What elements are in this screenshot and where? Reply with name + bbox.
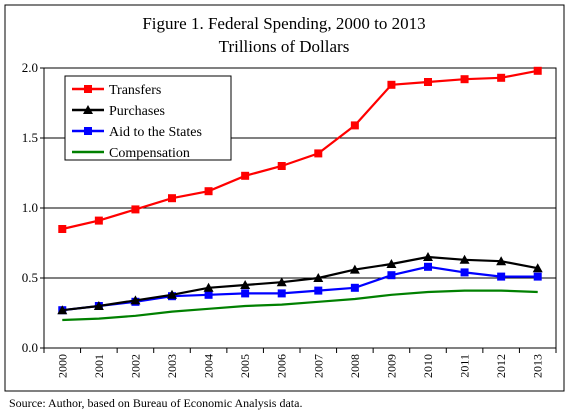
data-point <box>130 295 141 305</box>
data-point <box>350 283 359 292</box>
data-point <box>497 272 506 281</box>
data-point <box>496 256 507 266</box>
figure-frame <box>4 4 565 392</box>
series-line <box>62 265 538 312</box>
x-tick-label: 2001 <box>92 354 106 378</box>
data-point <box>459 254 470 264</box>
data-point <box>84 85 92 93</box>
y-tick-label: 1.0 <box>22 200 38 215</box>
x-tick-label: 2007 <box>311 354 325 378</box>
series-purchases <box>57 252 543 315</box>
data-point <box>277 162 286 170</box>
data-point <box>241 289 250 298</box>
data-point <box>387 80 396 89</box>
source-note: Source: Author, based on Bureau of Econo… <box>9 396 303 410</box>
data-point <box>93 301 104 310</box>
y-tick-label: 2.0 <box>22 60 38 75</box>
x-tick-label: 2010 <box>421 354 435 378</box>
data-point <box>131 205 140 214</box>
data-point <box>276 277 287 287</box>
data-point <box>57 305 68 315</box>
data-point <box>58 225 67 233</box>
data-point <box>240 280 251 289</box>
y-tick-label: 0.5 <box>22 270 38 285</box>
y-tick-label: 0.0 <box>22 340 38 355</box>
legend-label: Transfers <box>109 83 161 98</box>
data-point <box>241 171 250 180</box>
data-point <box>313 273 324 282</box>
data-point <box>460 75 469 84</box>
legend-label: Purchases <box>109 104 165 119</box>
chart-title: Figure 1. Federal Spending, 2000 to 2013 <box>142 14 425 33</box>
series-line <box>62 289 538 322</box>
data-point <box>94 216 103 225</box>
series-line <box>62 69 538 231</box>
chart-subtitle: Trillions of Dollars <box>219 37 350 56</box>
data-point <box>204 290 213 299</box>
x-tick-label: 2003 <box>165 354 179 378</box>
x-tick-label: 2013 <box>531 354 545 378</box>
data-point <box>386 259 397 268</box>
data-point <box>349 264 360 274</box>
legend-label: Aid to the States <box>109 125 202 140</box>
x-tick-label: 2002 <box>128 354 142 378</box>
x-tick-label: 2009 <box>384 354 398 378</box>
data-point <box>84 127 92 135</box>
data-point <box>497 73 506 82</box>
data-point <box>423 252 433 261</box>
data-point <box>532 263 543 273</box>
data-point <box>314 286 323 295</box>
series-compensation <box>62 289 538 322</box>
data-point <box>533 272 542 281</box>
series-line <box>62 255 538 312</box>
data-point <box>314 149 323 158</box>
x-tick-label: 2000 <box>55 354 69 378</box>
data-point <box>387 271 396 280</box>
legend: Transfers Purchases Aid to the States Compe… <box>64 75 232 161</box>
y-axis-ticks: 0.0 0.5 1.0 1.5 2.0 <box>22 60 44 355</box>
legend-label: Compensation <box>109 146 190 161</box>
data-point <box>203 282 214 292</box>
data-point <box>533 66 542 75</box>
data-point <box>424 262 432 271</box>
data-point <box>168 194 176 203</box>
data-point <box>277 289 286 298</box>
x-tick-label: 2004 <box>202 354 216 378</box>
x-tick-label: 2005 <box>238 354 252 378</box>
data-point <box>424 78 432 86</box>
data-point <box>350 121 359 130</box>
x-tick-label: 2008 <box>348 354 362 378</box>
x-axis-ticks: 2000 2001 2002 2003 2004 2005 2006 2007 2008 2009… <box>43 348 557 378</box>
series-transfers <box>58 66 542 233</box>
series-lines <box>57 66 543 322</box>
y-tick-label: 1.5 <box>22 130 38 145</box>
data-point <box>460 268 469 277</box>
x-tick-label: 2006 <box>275 354 289 378</box>
data-point <box>167 289 177 299</box>
data-point <box>204 187 213 196</box>
x-tick-label: 2012 <box>494 354 508 378</box>
x-tick-label: 2011 <box>458 354 472 378</box>
data-point <box>83 105 93 114</box>
